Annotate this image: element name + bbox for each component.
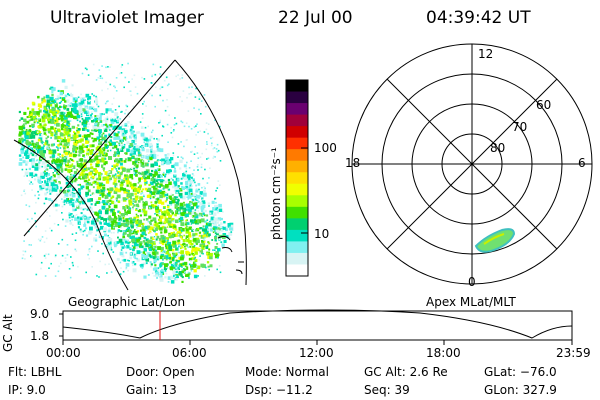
colorbar-band — [286, 183, 308, 196]
polar-plot — [351, 43, 593, 285]
info-gain: Gain: 13 — [126, 383, 177, 397]
date-label: 22 Jul 00 — [278, 8, 353, 28]
mlt-label-6: 6 — [578, 156, 586, 170]
timeline-xtick-0000: 00:00 — [46, 346, 81, 360]
colorbar-band — [286, 264, 308, 277]
colorbar-band — [286, 229, 308, 243]
geographic-image — [13, 59, 247, 291]
timeline-plot — [59, 309, 573, 345]
left-panel-caption: Geographic Lat/Lon — [68, 295, 186, 309]
colorbar-band — [286, 206, 308, 219]
colorbar-band — [286, 114, 308, 127]
colorbar-tick-100: 100 — [314, 141, 337, 155]
colorbar-band — [286, 218, 308, 231]
mlat-label-60: 60 — [536, 98, 552, 112]
info-gc-alt: GC Alt: 2.6 Re — [364, 365, 448, 379]
colorbar-band — [286, 126, 308, 139]
info-filter: Flt: LBHL — [8, 365, 62, 379]
mlt-label-18: 18 — [345, 156, 361, 170]
mlat-label-70: 70 — [512, 120, 528, 134]
colorbar-band — [286, 160, 308, 173]
info-dsp: Dsp: −11.2 — [245, 383, 313, 397]
right-panel-caption: Apex MLat/MLT — [426, 295, 516, 309]
colorbar-band — [286, 241, 308, 254]
timeline-ylabel: GC Alt — [1, 314, 15, 352]
colorbar-band — [286, 91, 308, 104]
timeline-xtick-1200: 12:00 — [299, 346, 334, 360]
colorbar-unit-label: photon cm⁻²s⁻¹ — [269, 147, 283, 240]
colorbar — [285, 79, 309, 277]
colorbar-band — [286, 195, 308, 208]
timeline-xtick-1800: 18:00 — [426, 346, 461, 360]
timeline-ytick-low: 1.8 — [30, 329, 50, 343]
colorbar-band — [286, 80, 308, 93]
info-door: Door: Open — [126, 365, 195, 379]
mlt-label-0: 0 — [468, 275, 476, 289]
timeline-xtick-0600: 06:00 — [172, 346, 207, 360]
colorbar-band — [286, 172, 308, 185]
time-label: 04:39:42 UT — [426, 8, 531, 28]
timeline-ytick-high: 9.0 — [30, 307, 50, 321]
colorbar-tick-10: 10 — [314, 227, 330, 241]
mlt-label-12: 12 — [478, 47, 494, 61]
info-ip: IP: 9.0 — [8, 383, 46, 397]
info-glat: GLat: −76.0 — [484, 365, 557, 379]
info-seq: Seq: 39 — [364, 383, 410, 397]
colorbar-band — [286, 103, 308, 116]
colorbar-band — [286, 137, 308, 150]
colorbar-band — [286, 149, 308, 162]
timeline-xtick-2359: 23:59 — [556, 346, 591, 360]
colorbar-band — [286, 252, 308, 266]
mlat-label-80: 80 — [490, 141, 506, 155]
info-glon: GLon: 327.9 — [484, 383, 557, 397]
app-title: Ultraviolet Imager — [50, 8, 204, 28]
info-mode: Mode: Normal — [245, 365, 329, 379]
